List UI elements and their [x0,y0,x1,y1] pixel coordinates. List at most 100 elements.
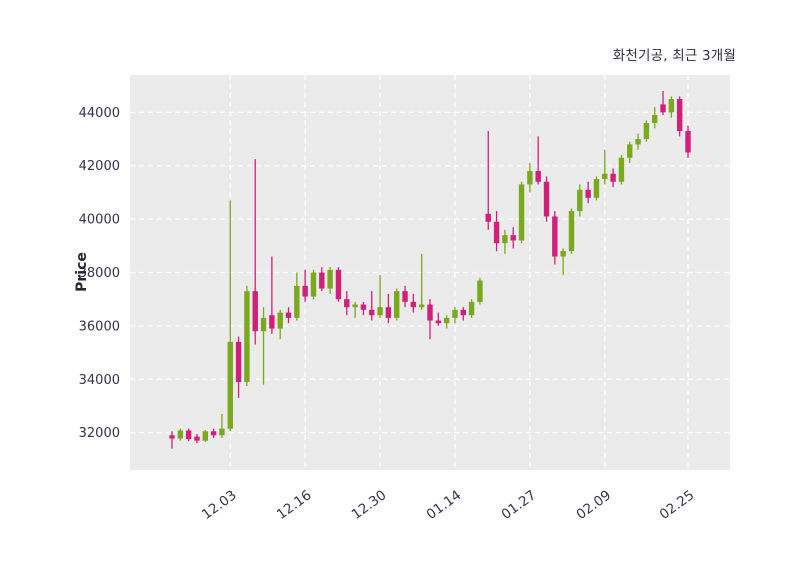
candle-body [360,304,367,310]
candle-body [310,272,317,297]
candle-body [685,131,691,153]
candle [210,428,217,438]
candle [643,120,650,142]
x-tick-label: 12.03 [199,487,240,523]
x-tick-label: 01.14 [424,487,465,523]
candle [394,288,400,321]
candle-body [668,99,675,113]
candle-body [477,280,483,302]
candle-body [568,211,575,252]
candle-body [510,235,516,241]
candle-body [627,144,633,158]
candle [443,315,450,329]
candle [244,285,250,386]
candle-body [543,181,550,217]
candle [185,428,192,442]
candle [335,267,342,302]
y-tick-label: 40000 [79,213,120,228]
candle [427,299,433,340]
candle [410,293,417,313]
candle-body [460,309,466,316]
candle-body [294,285,300,318]
candle-body [219,428,225,436]
candle-body [493,221,500,244]
candle [527,163,533,193]
candle [668,96,675,118]
candle [660,91,666,116]
candle [652,107,658,129]
candle-body [452,309,458,318]
candle-body [319,272,325,289]
candle [685,125,691,158]
candle [585,181,591,204]
y-tick-label: 38000 [79,266,120,281]
candle-body [602,173,608,180]
candle [493,211,500,252]
candle [535,136,541,185]
candle [402,285,408,308]
y-tick-label: 32000 [79,426,120,441]
candle-body [593,179,600,198]
candle-body [185,430,192,440]
candle [302,269,308,302]
candle [235,336,242,398]
candle-body [518,184,525,241]
candle [310,269,317,300]
candle-body [352,304,358,308]
candle [460,307,466,321]
candle [635,133,641,150]
candle-body [335,269,342,300]
candle-body [618,157,625,182]
candle [285,307,292,324]
candle [219,413,225,438]
candle [260,307,267,385]
candle-body [194,436,200,441]
candle [510,227,516,249]
candle [568,208,575,254]
candle-body [252,291,258,332]
candle [169,431,175,449]
candle-body [643,123,650,140]
candle [177,428,184,441]
candle-body [277,312,283,329]
x-tick-label: 02.09 [573,487,614,523]
x-tick-label: 02.25 [657,487,698,523]
candle-body [385,307,392,318]
candle-body [402,291,408,302]
y-tick-label: 36000 [79,319,120,334]
x-tick-label: 12.30 [349,487,390,523]
candle-body [377,307,383,316]
candle [319,267,325,292]
y-tick-label: 34000 [79,373,120,388]
candle [518,181,525,244]
candle-body [235,341,242,382]
x-tick-label: 01.27 [499,487,540,523]
candle-body [535,171,541,182]
candle-body [244,291,250,382]
candle [385,293,392,324]
candle-body [502,235,508,244]
candle-body [177,430,184,439]
candle-body [418,304,425,308]
chart-title: 화천기공, 최근 3개월 [612,48,736,64]
candle-body [344,299,350,308]
candle [502,229,508,254]
candle-body [577,189,583,212]
candle [602,149,608,185]
candle [227,200,233,432]
candle [269,256,275,334]
candle-body [468,301,475,316]
candle-body [552,216,558,257]
candle [552,211,558,265]
candle-body [635,139,641,145]
candle-body [210,431,217,436]
candle-body [560,251,566,257]
candle [618,155,625,185]
candle-body [427,304,433,321]
candle-body [652,115,658,124]
candle [360,301,367,316]
candle [418,253,425,310]
x-tick-label: 12.16 [274,487,315,523]
